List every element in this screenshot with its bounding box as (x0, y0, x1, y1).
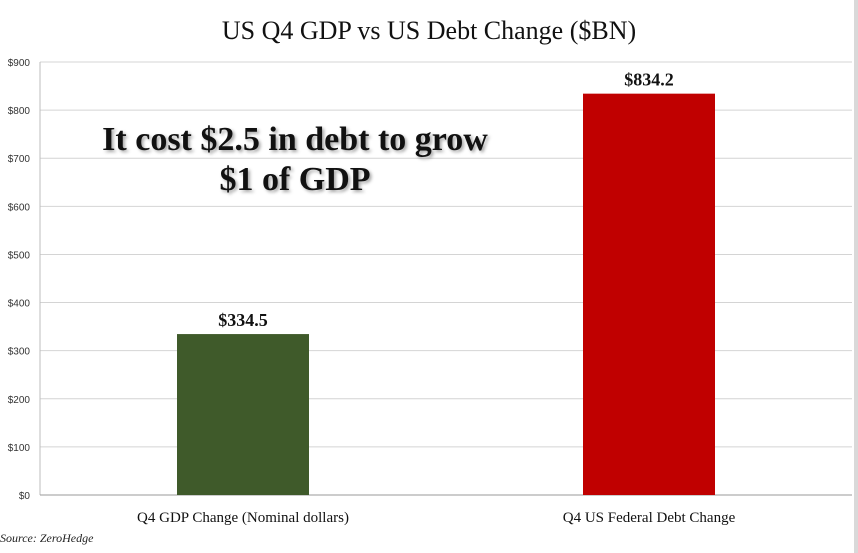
chart-title: US Q4 GDP vs US Debt Change ($BN) (221, 16, 637, 45)
y-tick-label: $500 (8, 250, 31, 261)
chart-annotation: It cost $2.5 in debt to grow $1 of GDP (95, 120, 495, 200)
bar (177, 334, 309, 495)
source-note: Source: ZeroHedge (0, 531, 94, 545)
data-label: $834.2 (624, 70, 674, 90)
y-tick-label: $200 (8, 395, 31, 406)
y-tick-label: $900 (8, 58, 31, 69)
y-tick-label: $700 (8, 154, 31, 165)
data-label: $334.5 (218, 310, 268, 330)
y-tick-label: $300 (8, 347, 31, 358)
x-tick-label: Q4 GDP Change (Nominal dollars) (137, 510, 349, 526)
y-tick-label: $600 (8, 202, 31, 213)
y-tick-label: $800 (8, 106, 31, 117)
y-tick-label: $400 (8, 299, 31, 310)
y-tick-label: $100 (8, 443, 31, 454)
frame-border (854, 0, 858, 553)
y-tick-label: $0 (19, 491, 31, 502)
x-tick-label: Q4 US Federal Debt Change (563, 510, 736, 526)
annotation-line-2: $1 of GDP (219, 161, 371, 198)
bar (583, 93, 715, 496)
annotation-line-1: It cost $2.5 in debt to grow (102, 121, 488, 158)
